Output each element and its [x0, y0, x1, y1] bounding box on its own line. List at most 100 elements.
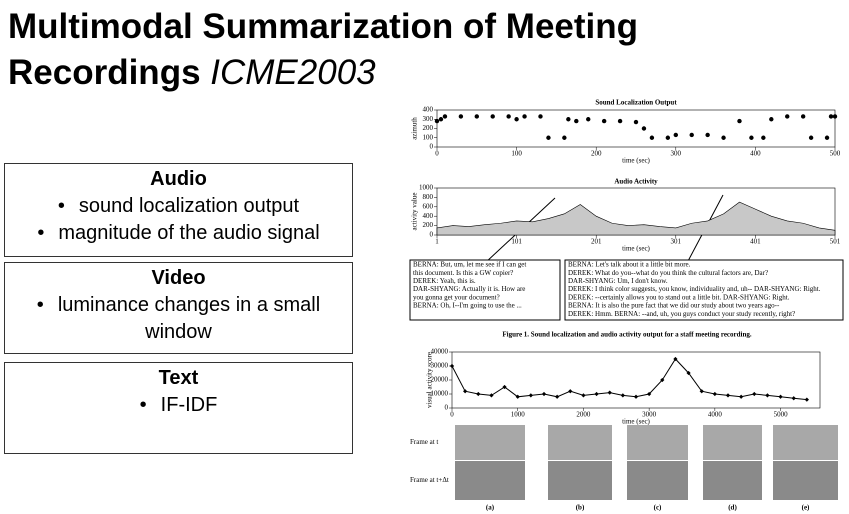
- x-axis-label: time (sec): [622, 418, 650, 426]
- marker: [607, 390, 612, 395]
- panel-label: (a): [486, 504, 495, 512]
- point: [808, 135, 814, 140]
- y-tick-label: 20000: [431, 376, 449, 384]
- x-tick-label: 101: [511, 238, 522, 246]
- panel-label: (c): [654, 504, 662, 512]
- point: [649, 135, 655, 140]
- y-tick-label: 1000: [419, 184, 434, 192]
- frame-image: [627, 425, 688, 460]
- y-tick-label: 200: [423, 124, 434, 132]
- y-axis-label: activity value: [411, 193, 419, 231]
- box-heading: Audio: [150, 168, 207, 190]
- point: [633, 119, 639, 125]
- x-tick-label: 0: [450, 411, 454, 419]
- frame-image: [627, 461, 688, 500]
- x-tick-label: 4000: [708, 411, 723, 419]
- x-tick-label: 0: [435, 150, 439, 158]
- y-tick-label: 300: [423, 115, 434, 123]
- marker: [528, 393, 533, 398]
- slide-title: Multimodal Summarization of Meeting Reco…: [8, 4, 788, 96]
- transcript-line: DEREK: Hmm. BERNA: --and, uh, you guys c…: [568, 310, 795, 318]
- marker: [660, 377, 665, 383]
- point: [474, 114, 479, 119]
- frame-image: [773, 425, 838, 460]
- marker: [633, 394, 639, 399]
- point: [522, 114, 527, 119]
- x-tick-label: 200: [591, 150, 602, 158]
- y-tick-label: 40000: [431, 348, 449, 356]
- marker: [791, 396, 796, 401]
- point: [769, 117, 774, 122]
- marker: [541, 391, 547, 397]
- line: [451, 358, 807, 401]
- point: [737, 118, 742, 124]
- transcript-line: this document. Is this a GW copier?: [413, 269, 513, 277]
- title-venue: ICME2003: [210, 53, 376, 92]
- x-tick-label: 1000: [511, 411, 526, 419]
- text-box: Text IF-IDF: [4, 362, 353, 454]
- y-tick-label: 10000: [431, 390, 449, 398]
- point: [749, 135, 754, 140]
- marker: [581, 393, 586, 398]
- caption: Figure 1. Sound localization and audio a…: [502, 331, 752, 339]
- transcript-line: you gonna get your document?: [413, 293, 500, 301]
- point: [705, 132, 710, 138]
- panel-label: (b): [576, 504, 585, 512]
- bullet: luminance changes in a small window: [13, 292, 344, 346]
- transcript-line: DEREK: What do you--what do you think th…: [568, 269, 768, 277]
- plot-frame: [451, 351, 821, 409]
- marker: [739, 394, 744, 399]
- point: [721, 135, 726, 140]
- marker: [778, 394, 783, 399]
- point: [601, 118, 607, 124]
- x-tick-label: 201: [591, 238, 602, 246]
- point: [514, 117, 519, 122]
- panel-label: (e): [802, 504, 810, 512]
- marker: [673, 356, 678, 362]
- area: [436, 201, 836, 236]
- y-tick-label: 800: [423, 193, 434, 201]
- y-tick-label: 30000: [431, 362, 449, 370]
- panel-label: (d): [728, 504, 737, 512]
- y-tick-label: 0: [430, 231, 434, 239]
- y-tick-label: 400: [423, 212, 434, 220]
- point: [828, 114, 834, 119]
- marker: [620, 393, 625, 398]
- y-tick-label: 400: [423, 106, 434, 114]
- x-tick-label: 301: [671, 238, 682, 246]
- marker: [752, 391, 757, 397]
- transcript-line: DAR-SHYANG: Actually it is. How are: [413, 285, 525, 293]
- bullet-list: luminance changes in a small window: [5, 292, 352, 346]
- marker: [765, 393, 770, 398]
- point: [538, 114, 543, 119]
- x-tick-label: 501: [830, 238, 841, 246]
- box-heading: Video: [151, 267, 206, 289]
- point: [546, 135, 551, 140]
- x-tick-label: 1: [435, 238, 439, 246]
- marker: [489, 393, 494, 398]
- point: [566, 117, 571, 122]
- x-tick-label: 500: [830, 150, 841, 158]
- transcript-line: DAR-SHYANG: Um, I don't know.: [568, 277, 668, 285]
- point: [761, 135, 766, 140]
- marker: [699, 389, 704, 394]
- marker: [463, 389, 468, 394]
- transcript-line: BERNA: It is also the pure fact that we …: [568, 302, 780, 310]
- y-axis-label: visual activity score: [426, 352, 434, 408]
- transcript-line: DEREK: Yeah, this is.: [413, 277, 476, 285]
- x-tick-label: 100: [511, 150, 522, 158]
- chart-title: Audio Activity: [614, 178, 658, 186]
- point: [438, 117, 444, 122]
- transcript-line: DEREK: I think color suggests, you know,…: [568, 285, 821, 293]
- row-label: Frame at t: [410, 438, 438, 446]
- point: [800, 114, 806, 119]
- marker: [686, 370, 691, 376]
- plot-frame: [436, 109, 836, 148]
- y-tick-label: 200: [423, 221, 434, 229]
- bullet: IF-IDF: [13, 392, 344, 419]
- frame-image: [455, 425, 525, 460]
- point: [641, 126, 647, 131]
- text-box: Audio sound localization outputmagnitude …: [4, 163, 353, 257]
- marker: [568, 389, 573, 394]
